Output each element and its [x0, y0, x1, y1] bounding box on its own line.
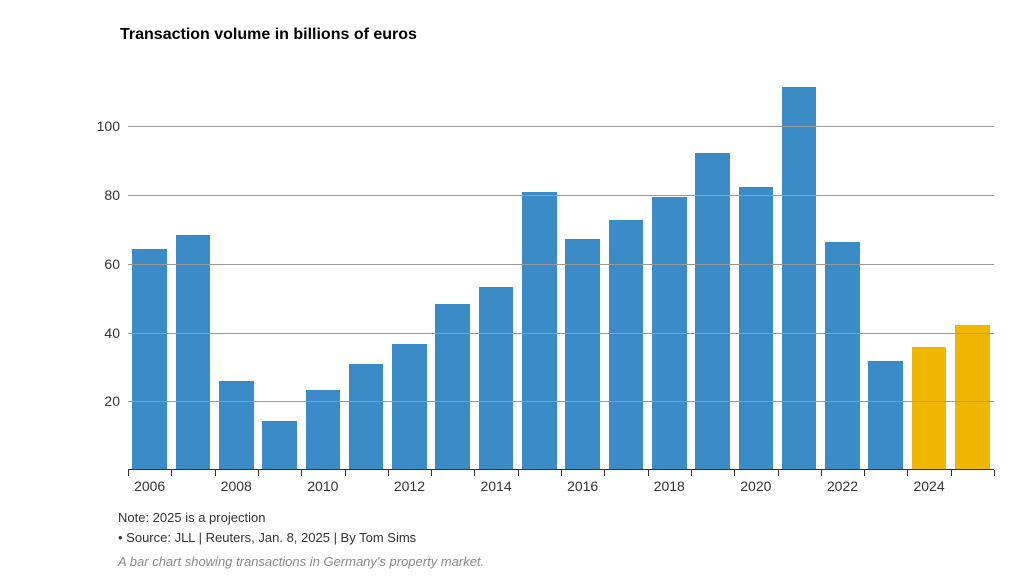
x-tick-mark — [821, 470, 822, 476]
x-tick-mark — [691, 470, 692, 476]
grid-line — [128, 333, 994, 334]
x-tick-mark — [171, 470, 172, 476]
bar — [522, 192, 557, 469]
x-tick-mark — [907, 470, 908, 476]
y-tick-label: 100 — [90, 118, 120, 134]
chart-container: Transaction volume in billions of euros … — [0, 0, 1024, 577]
chart-source: • Source: JLL | Reuters, Jan. 8, 2025 | … — [118, 530, 416, 545]
bar — [782, 87, 817, 469]
x-tick-mark — [258, 470, 259, 476]
grid-line — [128, 195, 994, 196]
bar — [176, 235, 211, 469]
x-tick-mark — [345, 470, 346, 476]
chart-note: Note: 2025 is a projection — [118, 510, 265, 525]
x-tick-label: 2022 — [827, 478, 858, 494]
x-tick-label: 2008 — [221, 478, 252, 494]
y-tick-label: 60 — [90, 256, 120, 272]
bar — [219, 381, 254, 469]
x-tick-mark — [734, 470, 735, 476]
bar — [695, 153, 730, 469]
bar — [955, 325, 990, 469]
x-tick-label: 2006 — [134, 478, 165, 494]
bar — [349, 364, 384, 469]
bar — [132, 249, 167, 469]
y-tick-label: 20 — [90, 393, 120, 409]
x-tick-mark — [431, 470, 432, 476]
x-tick-label: 2016 — [567, 478, 598, 494]
bar — [479, 287, 514, 469]
bar — [868, 361, 903, 469]
bar — [262, 421, 297, 469]
x-tick-label: 2014 — [480, 478, 511, 494]
x-tick-label: 2012 — [394, 478, 425, 494]
x-tick-mark — [951, 470, 952, 476]
x-tick-mark — [864, 470, 865, 476]
x-tick-label: 2018 — [654, 478, 685, 494]
bar — [825, 242, 860, 469]
plot-area — [128, 85, 994, 470]
x-tick-label: 2020 — [740, 478, 771, 494]
x-tick-label: 2024 — [913, 478, 944, 494]
grid-line — [128, 126, 994, 127]
chart-title: Transaction volume in billions of euros — [120, 26, 417, 44]
bar — [609, 220, 644, 469]
grid-line — [128, 264, 994, 265]
bar — [435, 304, 470, 469]
x-tick-mark — [474, 470, 475, 476]
x-tick-mark — [561, 470, 562, 476]
bar — [392, 344, 427, 469]
bar — [912, 347, 947, 469]
y-tick-label: 40 — [90, 325, 120, 341]
x-tick-mark — [128, 470, 129, 476]
x-tick-mark — [518, 470, 519, 476]
bar — [739, 187, 774, 469]
x-tick-mark — [778, 470, 779, 476]
x-tick-label: 2010 — [307, 478, 338, 494]
x-tick-mark — [215, 470, 216, 476]
x-tick-mark — [648, 470, 649, 476]
bar — [565, 239, 600, 469]
y-tick-label: 80 — [90, 187, 120, 203]
chart-caption: A bar chart showing transactions in Germ… — [118, 554, 484, 569]
bars-layer — [128, 85, 994, 469]
x-tick-mark — [301, 470, 302, 476]
x-tick-mark — [994, 470, 995, 476]
grid-line — [128, 401, 994, 402]
x-tick-mark — [604, 470, 605, 476]
x-tick-mark — [388, 470, 389, 476]
